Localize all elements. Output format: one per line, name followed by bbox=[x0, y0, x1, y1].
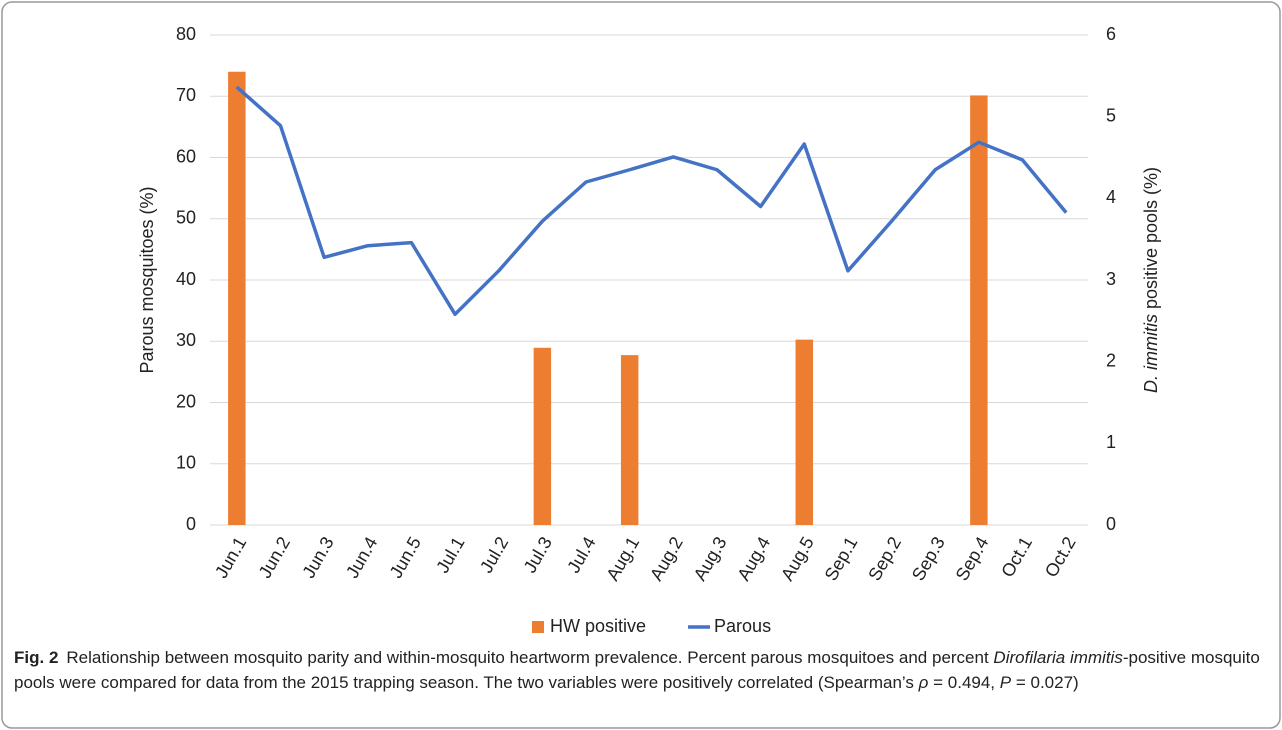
caption-text: = 0.027) bbox=[1011, 673, 1079, 692]
x-tick-label: Aug.5 bbox=[777, 533, 818, 584]
y-tick-label: 70 bbox=[176, 85, 196, 105]
bar bbox=[970, 95, 988, 525]
y2-axis-label-italic: D. immitis bbox=[1141, 314, 1161, 393]
y-tick-label: 30 bbox=[176, 330, 196, 350]
x-tick-label: Jul.1 bbox=[432, 533, 468, 576]
x-tick-label: Jul.3 bbox=[520, 533, 556, 576]
caption-italic: Dirofilaria immitis bbox=[993, 648, 1123, 667]
y-tick-label: 80 bbox=[176, 24, 196, 44]
x-tick-label: Jun.5 bbox=[386, 533, 425, 581]
x-tick-label: Oct.2 bbox=[1041, 533, 1080, 580]
caption-text: -positive mosquito pools were compared f… bbox=[14, 648, 1260, 692]
x-tick-label: Sep.3 bbox=[908, 533, 949, 584]
y2-axis-label-rest: positive pools (%) bbox=[1141, 167, 1161, 314]
y2-tick-label: 2 bbox=[1106, 350, 1116, 370]
y2-tick-label: 4 bbox=[1106, 187, 1116, 207]
y2-tick-label: 0 bbox=[1106, 514, 1116, 534]
bar bbox=[620, 355, 639, 525]
y-tick-label: 0 bbox=[186, 514, 196, 534]
bar bbox=[228, 71, 246, 525]
x-tick-label: Jun.4 bbox=[342, 533, 381, 581]
y-tick-label: 60 bbox=[176, 146, 196, 166]
caption-text: Relationship between mosquito parity and… bbox=[66, 648, 994, 667]
legend-label: HW positive bbox=[550, 616, 646, 636]
x-tick-label: Aug.3 bbox=[690, 533, 731, 584]
y2-tick-label: 6 bbox=[1106, 24, 1116, 44]
line bbox=[235, 85, 1068, 317]
caption: Fig. 2 Relationship between mosquito pari… bbox=[14, 645, 1264, 695]
bar bbox=[795, 339, 814, 525]
y2-tick-label: 5 bbox=[1106, 105, 1116, 125]
legend-label: Parous bbox=[714, 616, 771, 636]
x-tick-label: Aug.1 bbox=[602, 533, 643, 584]
caption-text: = 0.494, bbox=[928, 673, 1000, 692]
y2-tick-label: 1 bbox=[1106, 432, 1116, 452]
y-tick-label: 20 bbox=[176, 391, 196, 411]
x-tick-label: Jul.4 bbox=[563, 533, 599, 576]
caption-italic: ρ bbox=[918, 673, 929, 692]
x-tick-label: Aug.2 bbox=[646, 533, 687, 584]
y2-axis-label: D. immitis positive pools (%) bbox=[1141, 167, 1161, 393]
y2-tick-label: 3 bbox=[1106, 269, 1116, 289]
y-tick-label: 10 bbox=[176, 453, 196, 473]
caption-italic: P bbox=[999, 673, 1012, 692]
legend-swatch bbox=[532, 621, 544, 633]
x-tick-label: Sep.4 bbox=[952, 533, 993, 584]
y-tick-label: 40 bbox=[176, 269, 196, 289]
x-tick-label: Sep.1 bbox=[821, 533, 862, 584]
x-tick-label: Aug.4 bbox=[733, 533, 774, 584]
caption-label: Fig. 2 bbox=[14, 648, 59, 667]
x-tick-label: Jul.2 bbox=[476, 533, 512, 576]
x-tick-label: Oct.1 bbox=[997, 533, 1036, 580]
bar bbox=[533, 347, 552, 525]
x-tick-label: Jun.3 bbox=[298, 533, 337, 581]
y-axis-label: Parous mosquitoes (%) bbox=[137, 186, 157, 373]
x-tick-label: Jun.2 bbox=[255, 533, 294, 581]
x-tick-label: Jun.1 bbox=[211, 533, 250, 581]
x-tick-label: Sep.2 bbox=[864, 533, 905, 584]
y-tick-label: 50 bbox=[176, 208, 196, 228]
